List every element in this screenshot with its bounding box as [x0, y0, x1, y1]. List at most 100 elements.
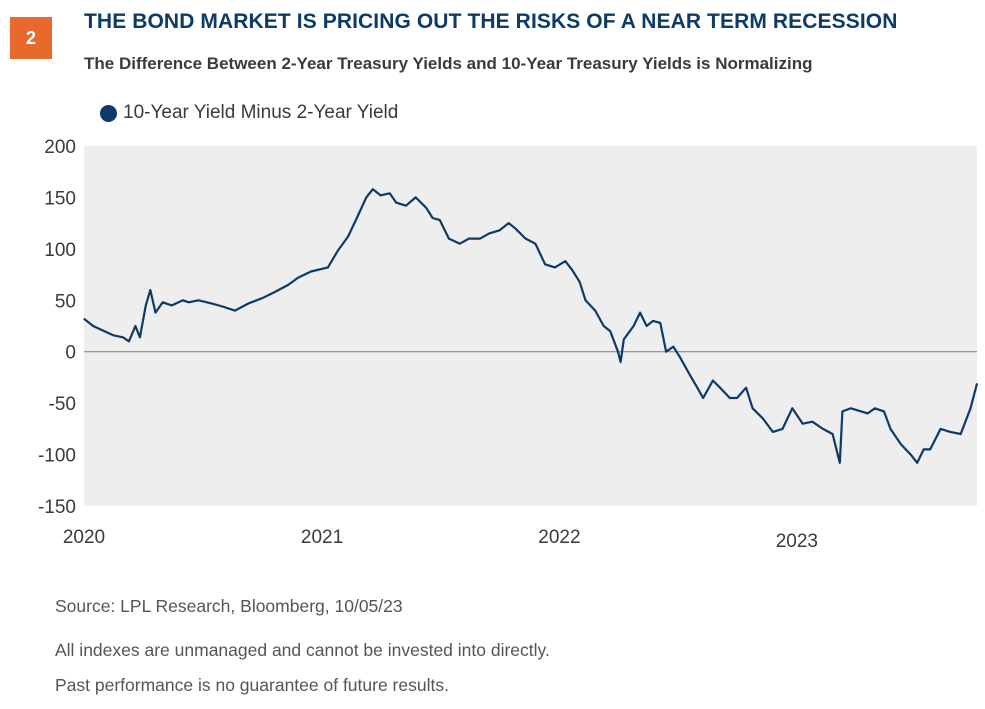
x-tick-label: 2023 [776, 531, 818, 552]
data-point [609, 330, 611, 332]
data-point [960, 433, 962, 435]
data-point [571, 268, 573, 270]
y-tick-label: -150 [38, 497, 76, 518]
data-point [929, 448, 931, 450]
data-point [802, 423, 804, 425]
data-point [534, 243, 537, 245]
y-tick-label: 0 [65, 343, 76, 364]
data-point [679, 356, 681, 358]
y-tick-label: 200 [44, 137, 76, 158]
data-point [620, 361, 622, 363]
data-point [745, 387, 747, 389]
data-point [564, 260, 566, 262]
data-point [822, 428, 824, 430]
data-point [940, 428, 942, 430]
data-point [327, 266, 329, 268]
disclaimer-indexes: All indexes are unmanaged and cannot be … [55, 640, 550, 660]
data-point [752, 407, 754, 409]
legend-label: 10-Year Yield Minus 2-Year Yield [123, 102, 399, 123]
x-tick-label: 2020 [63, 527, 105, 548]
data-point [103, 330, 105, 332]
data-point [347, 235, 349, 238]
series-points [83, 188, 978, 464]
source-note: Source: LPL Research, Bloomberg, 10/05/2… [55, 596, 403, 616]
data-point [688, 373, 691, 375]
y-tick-label: 100 [44, 240, 76, 261]
data-point [508, 222, 510, 224]
data-point [380, 194, 382, 196]
data-point [134, 325, 136, 327]
data-point [171, 304, 173, 306]
data-point [112, 334, 114, 336]
data-point [623, 338, 625, 340]
data-point [468, 238, 470, 240]
data-point [405, 205, 407, 207]
data-point [395, 202, 397, 204]
data-point [145, 304, 147, 306]
data-point [579, 281, 581, 283]
y-tick-label: 50 [55, 291, 76, 312]
data-point [729, 397, 731, 399]
data-point [297, 277, 299, 279]
data-point [139, 336, 141, 338]
data-point [646, 325, 648, 327]
data-point [389, 192, 391, 194]
data-point [659, 322, 661, 324]
data-point [525, 238, 527, 240]
chart-subtitle: The Difference Between 2-Year Treasury Y… [84, 54, 813, 73]
data-point [479, 238, 481, 240]
y-tick-label: -50 [49, 394, 76, 415]
data-point [448, 238, 450, 240]
data-point [554, 266, 556, 268]
data-point [439, 219, 441, 221]
data-point [791, 407, 793, 409]
data-point [197, 299, 200, 301]
data-point [499, 229, 501, 231]
data-point [594, 310, 596, 312]
data-point [867, 412, 869, 414]
data-point [910, 454, 912, 456]
data-point [459, 243, 461, 245]
data-point [702, 397, 704, 399]
plot-area [84, 146, 977, 506]
data-point [274, 291, 276, 293]
data-point [234, 310, 236, 312]
data-point [696, 387, 698, 389]
data-point [874, 407, 876, 409]
data-point [488, 232, 490, 234]
data-point [883, 410, 885, 412]
data-point [415, 196, 417, 198]
data-point [182, 299, 184, 301]
data-point [719, 387, 721, 389]
data-point [665, 351, 667, 353]
data-point [92, 325, 94, 327]
y-tick-label: -100 [38, 446, 76, 467]
data-point [261, 297, 263, 299]
data-point [839, 462, 841, 464]
data-point [365, 196, 367, 198]
data-point [652, 320, 654, 322]
data-point [976, 383, 978, 385]
y-tick-label: 150 [44, 188, 76, 209]
data-point [432, 217, 434, 219]
x-tick-label: 2022 [538, 527, 580, 548]
data-point [337, 250, 339, 252]
data-point [916, 462, 918, 464]
data-point [923, 448, 925, 450]
data-point [162, 301, 164, 303]
data-point [149, 289, 151, 291]
data-point [969, 407, 972, 409]
data-point [617, 351, 619, 353]
x-tick-label: 2021 [301, 527, 343, 548]
data-point [188, 301, 190, 303]
data-point [811, 421, 814, 423]
data-point [762, 418, 764, 420]
data-point [850, 407, 852, 409]
data-point [210, 302, 213, 304]
data-point [889, 428, 892, 430]
chart-title: THE BOND MARKET IS PRICING OUT THE RISKS… [84, 10, 898, 33]
line-chart: 200 150 100 50 0 -50 -100 -150 2020 2021 2022 2023 [38, 137, 979, 552]
data-point [357, 215, 359, 217]
data-point [372, 188, 374, 190]
disclaimer-performance: Past performance is no guarantee of futu… [55, 675, 449, 695]
